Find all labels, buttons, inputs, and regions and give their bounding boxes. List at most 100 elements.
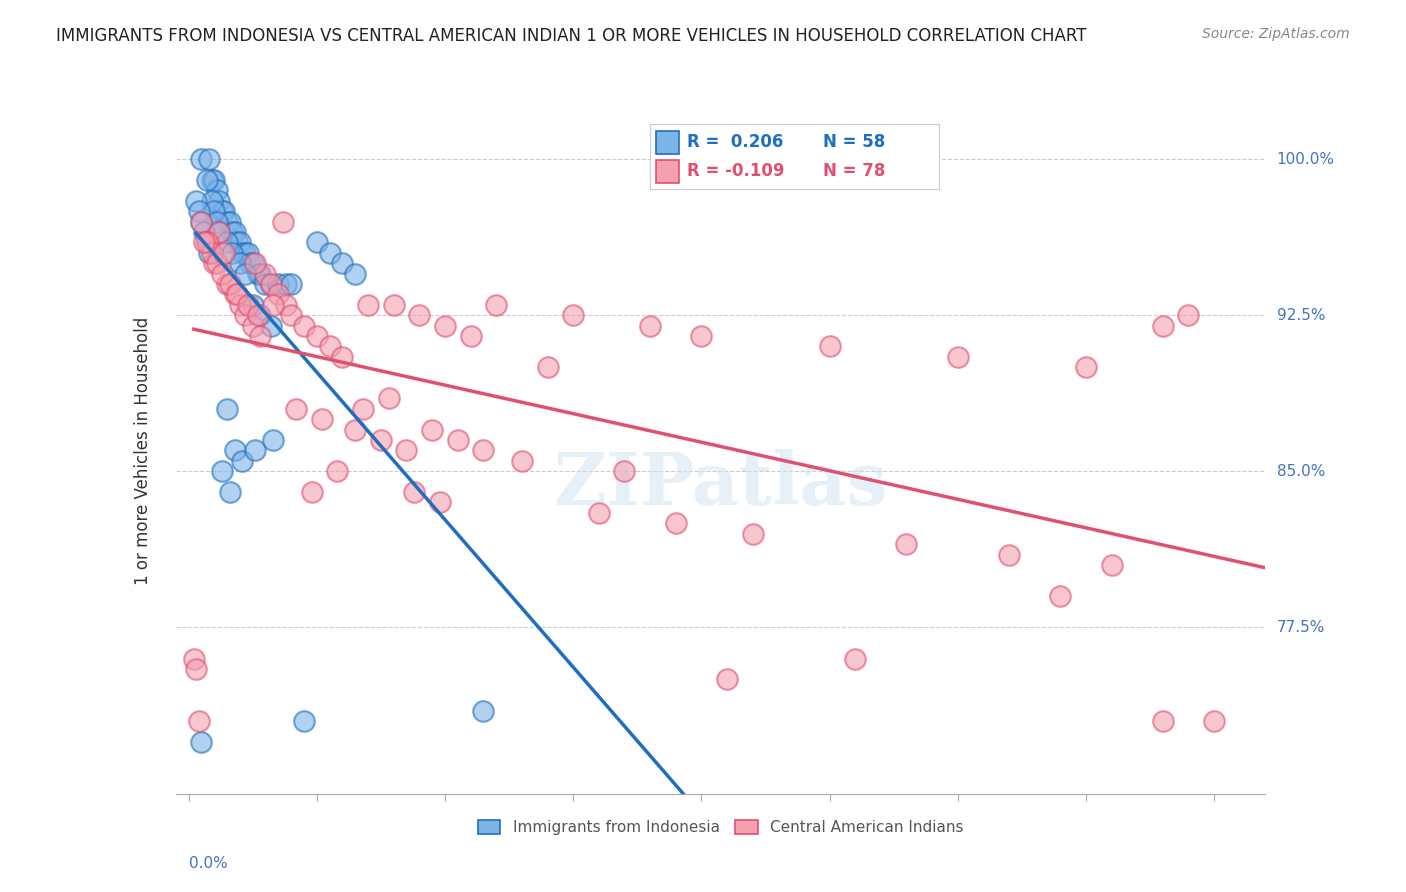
Point — [311, 412, 333, 426]
Point — [274, 277, 297, 291]
Point — [246, 308, 269, 322]
Point — [344, 423, 367, 437]
Point — [190, 214, 212, 228]
Point — [202, 173, 225, 187]
Point — [273, 214, 295, 228]
Point — [221, 245, 243, 260]
Legend: Immigrants from Indonesia, Central American Indians: Immigrants from Indonesia, Central Ameri… — [471, 814, 970, 841]
Point — [205, 183, 228, 197]
Point — [998, 548, 1021, 562]
Point — [254, 267, 277, 281]
Point — [198, 245, 221, 260]
Point — [638, 318, 661, 333]
Point — [211, 204, 233, 219]
Point — [259, 277, 281, 291]
Point — [249, 329, 271, 343]
Point — [218, 214, 240, 228]
Point — [236, 245, 259, 260]
Point — [370, 433, 392, 447]
Point — [231, 454, 253, 468]
Point — [377, 392, 399, 406]
Point — [229, 298, 252, 312]
Point — [229, 235, 252, 250]
Point — [236, 298, 259, 312]
Point — [274, 298, 297, 312]
Point — [190, 214, 212, 228]
Point — [292, 714, 315, 728]
Point — [1152, 318, 1174, 333]
Point — [190, 152, 212, 166]
Point — [741, 526, 763, 541]
Point — [193, 225, 215, 239]
Point — [818, 339, 841, 353]
Point — [201, 194, 224, 208]
Point — [896, 537, 918, 551]
Text: 92.5%: 92.5% — [1277, 308, 1324, 323]
Point — [420, 423, 443, 437]
Point — [246, 267, 269, 281]
Point — [221, 225, 243, 239]
Point — [536, 360, 558, 375]
Point — [215, 277, 238, 291]
Point — [229, 256, 252, 270]
Point — [186, 662, 208, 676]
Point — [716, 673, 738, 687]
Point — [224, 443, 246, 458]
Point — [318, 245, 340, 260]
Point — [226, 287, 249, 301]
Text: IMMIGRANTS FROM INDONESIA VS CENTRAL AMERICAN INDIAN 1 OR MORE VEHICLES IN HOUSE: IMMIGRANTS FROM INDONESIA VS CENTRAL AME… — [56, 27, 1087, 45]
Point — [429, 495, 451, 509]
Point — [395, 443, 418, 458]
Point — [242, 256, 264, 270]
Point — [1177, 308, 1199, 322]
Point — [404, 485, 426, 500]
Y-axis label: 1 or more Vehicles in Household: 1 or more Vehicles in Household — [134, 317, 152, 584]
Point — [249, 267, 271, 281]
Point — [202, 204, 225, 219]
Point — [262, 433, 284, 447]
Point — [239, 256, 262, 270]
Point — [195, 173, 218, 187]
Point — [242, 298, 264, 312]
Point — [208, 225, 231, 239]
Point — [946, 350, 969, 364]
Text: 85.0%: 85.0% — [1277, 464, 1324, 479]
Point — [201, 173, 224, 187]
Point — [193, 235, 215, 250]
Point — [224, 287, 246, 301]
Point — [1152, 714, 1174, 728]
Point — [1101, 558, 1123, 572]
Point — [226, 235, 249, 250]
Point — [242, 318, 264, 333]
Point — [218, 485, 240, 500]
Text: Source: ZipAtlas.com: Source: ZipAtlas.com — [1202, 27, 1350, 41]
Point — [280, 308, 302, 322]
Text: ZIPatlas: ZIPatlas — [554, 450, 887, 520]
Point — [233, 245, 256, 260]
Point — [1204, 714, 1226, 728]
Point — [326, 464, 349, 478]
Point — [588, 506, 610, 520]
Text: 100.0%: 100.0% — [1277, 152, 1334, 167]
Point — [211, 267, 233, 281]
Point — [186, 194, 208, 208]
Point — [613, 464, 636, 478]
Point — [201, 245, 224, 260]
Point — [198, 235, 221, 250]
Point — [205, 214, 228, 228]
Point — [195, 235, 218, 250]
Point — [305, 235, 328, 250]
Point — [183, 651, 205, 665]
Point — [262, 298, 284, 312]
Point — [208, 194, 231, 208]
Point — [472, 704, 495, 718]
Point — [245, 256, 267, 270]
Point — [218, 277, 240, 291]
Point — [249, 308, 271, 322]
Point — [472, 443, 495, 458]
Point — [215, 214, 238, 228]
Point — [245, 443, 267, 458]
Point — [215, 401, 238, 416]
Point — [259, 277, 281, 291]
Point — [202, 256, 225, 270]
